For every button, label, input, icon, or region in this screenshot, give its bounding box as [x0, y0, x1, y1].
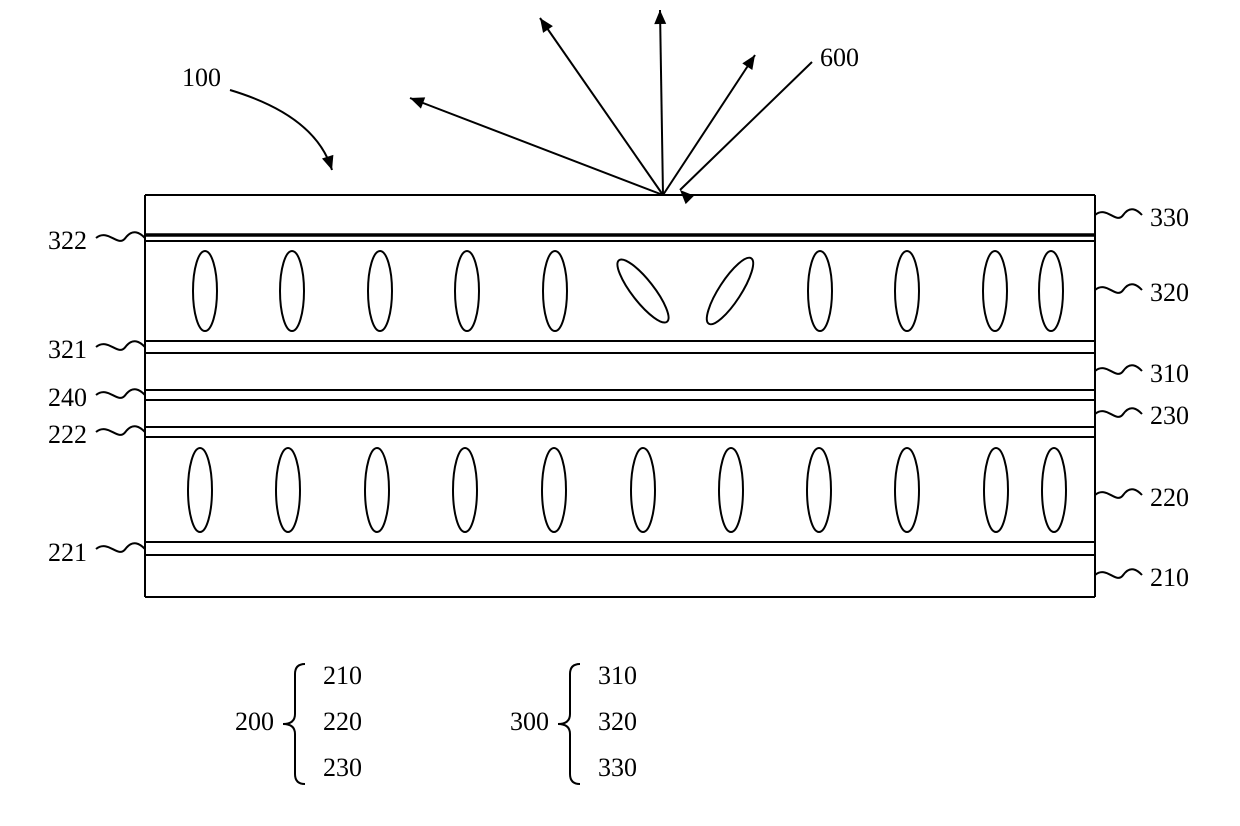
svg-text:300: 300 — [510, 707, 549, 736]
svg-text:210: 210 — [1150, 563, 1189, 592]
lc-molecule-top — [895, 251, 919, 331]
lc-molecule-bottom — [895, 448, 919, 532]
svg-text:310: 310 — [1150, 359, 1189, 388]
svg-text:200: 200 — [235, 707, 274, 736]
lc-molecule-bottom — [542, 448, 566, 532]
svg-text:221: 221 — [48, 538, 87, 567]
svg-text:320: 320 — [1150, 278, 1189, 307]
lc-molecule-bottom — [365, 448, 389, 532]
svg-text:330: 330 — [1150, 203, 1189, 232]
legend-brace — [283, 664, 305, 784]
lc-molecule-top — [280, 251, 304, 331]
svg-text:321: 321 — [48, 335, 87, 364]
svg-text:230: 230 — [323, 753, 362, 782]
lc-molecule-top — [808, 251, 832, 331]
svg-text:240: 240 — [48, 383, 87, 412]
svg-text:100: 100 — [182, 63, 221, 92]
lc-molecule-bottom — [188, 448, 212, 532]
lc-molecule-bottom — [719, 448, 743, 532]
lc-molecule-bottom — [453, 448, 477, 532]
lc-molecule-bottom — [1042, 448, 1066, 532]
lc-molecule-bottom — [276, 448, 300, 532]
svg-text:222: 222 — [48, 420, 87, 449]
diagram-canvas: 322 321 240 222 221 330 320 310 230 220 210 100 600 2… — [0, 0, 1240, 826]
lc-molecule-top — [983, 251, 1007, 331]
svg-text:330: 330 — [598, 753, 637, 782]
svg-text:220: 220 — [323, 707, 362, 736]
svg-text:320: 320 — [598, 707, 637, 736]
svg-text:220: 220 — [1150, 483, 1189, 512]
lc-molecule-top — [368, 251, 392, 331]
lc-molecule-top — [455, 251, 479, 331]
lc-molecule-top — [1039, 251, 1063, 331]
legend-brace — [558, 664, 580, 784]
lc-molecule-top-tilted — [700, 252, 761, 329]
svg-text:310: 310 — [598, 661, 637, 690]
svg-text:210: 210 — [323, 661, 362, 690]
lc-molecule-bottom — [984, 448, 1008, 532]
lc-molecule-top — [193, 251, 217, 331]
lc-molecule-bottom — [631, 448, 655, 532]
lc-molecule-top — [543, 251, 567, 331]
svg-text:230: 230 — [1150, 401, 1189, 430]
lc-molecule-top-tilted — [610, 253, 675, 328]
lc-molecule-bottom — [807, 448, 831, 532]
svg-text:322: 322 — [48, 226, 87, 255]
svg-text:600: 600 — [820, 43, 859, 72]
